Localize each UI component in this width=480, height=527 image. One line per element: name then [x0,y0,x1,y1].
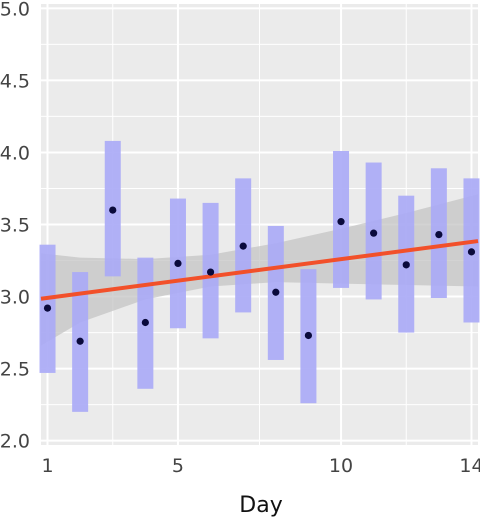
x-tick-label: 1 [41,455,53,477]
x-tick-label: 5 [172,455,184,477]
x-tick-labels: 1 5 10 14 [41,455,480,477]
data-point [337,218,345,226]
data-point [272,288,280,296]
y-tick-label: 5.0 [0,0,30,20]
data-point [206,268,215,276]
data-point [435,230,443,239]
y-tick-labels: 2.0 2.5 3.0 3.5 4.0 4.5 5.0 [0,0,30,453]
y-tick-label: 4.0 [0,142,30,164]
data-point [402,261,410,269]
data-point [174,259,182,268]
data-point [239,242,247,250]
data-point [304,331,313,340]
x-axis-title: Day [239,493,282,518]
data-point [467,248,476,256]
data-point [141,318,149,327]
data-point [370,229,378,237]
data-point [76,337,84,345]
y-tick-label: 2.5 [0,359,30,381]
y-tick-label: 2.0 [0,431,30,453]
y-tick-label: 3.5 [0,215,30,237]
x-tick-label: 14 [459,455,480,477]
y-tick-label: 4.5 [0,70,30,92]
trend-line [40,239,479,301]
x-tick-label: 10 [329,455,353,477]
data-point [109,206,117,214]
data-point [43,304,52,312]
data-points [43,206,476,345]
y-tick-label: 3.0 [0,287,30,309]
